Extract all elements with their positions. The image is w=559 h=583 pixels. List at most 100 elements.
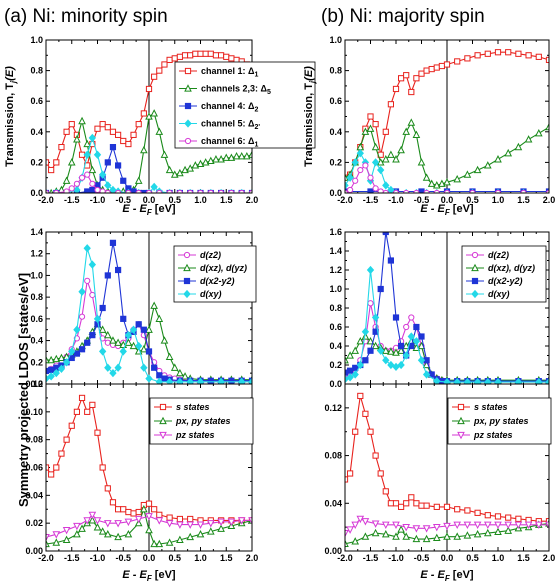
panel-ldos-d-majority: 0.0 0.2 0.4 0.6 0.8 1.0 1.2 1.4 1.6 d(z2) d(xz), d… xyxy=(329,227,550,389)
data-point xyxy=(367,188,374,193)
data-point xyxy=(161,61,168,68)
data-point xyxy=(417,356,426,365)
data-point xyxy=(103,530,112,538)
plot-area xyxy=(46,50,252,193)
data-point xyxy=(422,534,431,543)
data-point xyxy=(165,377,174,384)
data-point xyxy=(408,494,415,501)
x-tick-label: -0.5 xyxy=(115,553,131,563)
data-point xyxy=(382,488,389,495)
data-point xyxy=(78,346,86,353)
plot-frame xyxy=(344,383,550,552)
data-point xyxy=(243,151,251,160)
y-tick-label: 0.12 xyxy=(324,403,342,413)
data-point xyxy=(361,518,370,526)
data-point xyxy=(381,155,390,163)
data-point xyxy=(423,67,430,74)
data-point xyxy=(248,150,252,158)
data-point xyxy=(89,180,96,187)
panel-trans-majority: -2.0 -1.5 -1.0 -0.5 0.0 0.5 1.0 1.5 2.0 0.0 0.2 0.4… xyxy=(303,35,555,217)
data-point xyxy=(443,61,451,68)
legend-label: d(z2) xyxy=(488,250,509,260)
data-point xyxy=(62,527,71,535)
data-point xyxy=(186,521,195,529)
data-point xyxy=(237,517,246,525)
data-point xyxy=(387,500,394,507)
data-point xyxy=(207,377,214,384)
data-point xyxy=(120,315,127,322)
data-point xyxy=(351,370,359,379)
data-point xyxy=(232,151,241,160)
data-point xyxy=(387,360,395,370)
x-tick-label: -2.0 xyxy=(337,195,353,205)
data-point xyxy=(201,158,210,166)
data-point xyxy=(545,56,549,63)
data-point xyxy=(73,180,81,187)
y-tick-label: 0.0 xyxy=(30,188,43,198)
x-axis-label: E - EF [eV] xyxy=(420,569,474,583)
x-tick-label: 2.0 xyxy=(543,553,556,563)
data-point xyxy=(248,517,252,525)
data-point xyxy=(357,392,364,400)
x-tick-label: -2.0 xyxy=(337,553,353,563)
legend-marker xyxy=(471,277,479,285)
legend-label: px, py states xyxy=(175,416,231,426)
data-point xyxy=(125,508,132,516)
data-point xyxy=(433,376,441,384)
y-tick-label: 0.0 xyxy=(30,379,43,389)
data-point xyxy=(186,377,194,384)
data-point xyxy=(120,137,127,145)
x-tick-label: -2.0 xyxy=(38,195,54,205)
y-tick-label: 0.02 xyxy=(25,518,43,528)
data-point xyxy=(63,188,70,193)
y-tick-label: 0.8 xyxy=(30,292,43,302)
data-point xyxy=(428,65,435,73)
data-point xyxy=(387,257,394,264)
data-point xyxy=(99,464,106,471)
data-point xyxy=(145,85,153,93)
data-point xyxy=(192,50,199,57)
y-tick-label: 0.04 xyxy=(25,490,43,500)
data-point xyxy=(418,502,425,509)
data-point xyxy=(114,338,122,346)
data-point xyxy=(104,363,112,372)
data-point xyxy=(473,521,482,530)
data-point xyxy=(196,530,205,538)
data-point xyxy=(109,185,117,193)
data-point xyxy=(197,50,204,57)
data-point xyxy=(218,52,225,59)
data-point xyxy=(46,533,50,542)
data-point xyxy=(402,127,411,135)
data-point xyxy=(109,144,117,151)
y-tick-label: 1.6 xyxy=(329,227,342,237)
data-point xyxy=(217,155,225,163)
title-minority: (a) Ni: minority spin xyxy=(4,6,168,27)
data-point xyxy=(357,166,364,174)
data-point xyxy=(443,532,451,540)
x-tick-label: 0.5 xyxy=(168,195,181,205)
data-point xyxy=(423,502,430,509)
data-point xyxy=(103,330,112,339)
data-point xyxy=(145,500,153,507)
data-point xyxy=(93,314,102,324)
data-point xyxy=(432,524,441,532)
data-point xyxy=(356,336,365,345)
data-point xyxy=(62,358,71,367)
data-point xyxy=(407,332,415,341)
data-point xyxy=(73,185,81,193)
legend-label: px, py states xyxy=(473,416,529,426)
data-point xyxy=(351,521,360,530)
data-point xyxy=(124,338,133,346)
y-tick-label: 0.4 xyxy=(30,336,43,346)
data-point xyxy=(346,173,354,182)
data-point xyxy=(351,537,360,545)
data-point xyxy=(84,339,91,346)
data-point xyxy=(382,356,390,365)
data-point xyxy=(84,171,91,178)
data-point xyxy=(68,347,76,356)
data-point xyxy=(356,515,365,524)
data-point xyxy=(362,357,369,364)
data-point xyxy=(356,149,364,158)
plot-area xyxy=(345,392,549,547)
legend-label: channel 1: Δ1 xyxy=(201,66,258,79)
